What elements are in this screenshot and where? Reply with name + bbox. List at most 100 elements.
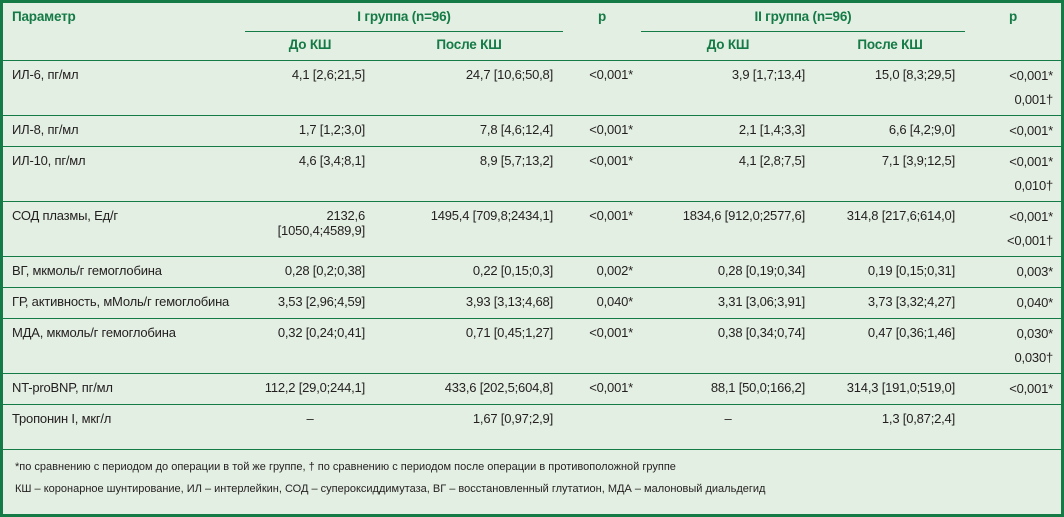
g2-after-cell: 314,8 [217,6;614,0] bbox=[815, 201, 965, 257]
g1-before-cell: 2132,6 [1050,4;4589,9] bbox=[245, 201, 375, 257]
p2-value: <0,001* bbox=[1009, 381, 1053, 396]
p1-cell bbox=[563, 404, 641, 435]
g2-before-cell: 1834,6 [912,0;2577,6] bbox=[641, 201, 815, 257]
g1-after-cell: 0,22 [0,15;0,3] bbox=[375, 256, 563, 288]
table-row: Тропонин I, мкг/л –1,67 [0,97;2,9] –1,3 [0… bbox=[3, 404, 1061, 435]
p2-value: 0,030† bbox=[1014, 350, 1053, 365]
g2-after-cell: 15,0 [8,3;29,5] bbox=[815, 60, 965, 116]
g1-after-cell: 433,6 [202,5;604,8] bbox=[375, 373, 563, 405]
p2-value: 0,010† bbox=[1014, 178, 1053, 193]
g2-before-cell: 2,1 [1,4;3,3] bbox=[641, 115, 815, 147]
g2-after-cell: 6,6 [4,2;9,0] bbox=[815, 115, 965, 147]
g2-before-cell: 0,38 [0,34;0,74] bbox=[641, 318, 815, 374]
p2-cell: 0,030* 0,030† bbox=[965, 318, 1061, 374]
g2-after-cell: 314,3 [191,0;519,0] bbox=[815, 373, 965, 405]
p2-cell: 0,003* bbox=[965, 256, 1061, 288]
p2-value: 0,040* bbox=[1016, 295, 1054, 310]
param-cell: СОД плазмы, Ед/г bbox=[3, 201, 245, 257]
table-row: СОД плазмы, Ед/г 2132,6 [1050,4;4589,9] 14… bbox=[3, 201, 1061, 257]
p2-value: <0,001* bbox=[1009, 123, 1053, 138]
table-row: ВГ, мкмоль/г гемоглобина 0,28 [0,2;0,38] 0… bbox=[3, 256, 1061, 288]
p2-cell: <0,001* 0,001† bbox=[965, 60, 1061, 116]
param-cell: ИЛ-6, пг/мл bbox=[3, 60, 245, 116]
footnotes: *по сравнению с периодом до операции в т… bbox=[15, 456, 765, 500]
g1-before-cell: 0,32 [0,24;0,41] bbox=[245, 318, 375, 374]
g1-after-cell: 0,71 [0,45;1,27] bbox=[375, 318, 563, 374]
param-cell: ВГ, мкмоль/г гемоглобина bbox=[3, 256, 245, 288]
g1-after-cell: 7,8 [4,6;12,4] bbox=[375, 115, 563, 147]
g2-after-cell: 3,73 [3,32;4,27] bbox=[815, 287, 965, 319]
g2-after-cell: 0,47 [0,36;1,46] bbox=[815, 318, 965, 374]
p2-value: <0,001* bbox=[1009, 209, 1053, 224]
p2-value: <0,001† bbox=[1007, 233, 1053, 248]
p2-value: <0,001* bbox=[1009, 68, 1053, 83]
table-row: ГР, активность, мМоль/г гемоглобина 3,53 … bbox=[3, 287, 1061, 319]
g2-after-cell: 7,1 [3,9;12,5] bbox=[815, 146, 965, 202]
p1-cell: <0,001* bbox=[563, 201, 641, 257]
g2-after-cell: 0,19 [0,15;0,31] bbox=[815, 256, 965, 288]
group2-header: II группа (n=96) bbox=[641, 3, 965, 32]
g1-before-cell: 3,53 [2,96;4,59] bbox=[245, 287, 375, 319]
p1-cell: <0,001* bbox=[563, 318, 641, 374]
p2-value: <0,001* bbox=[1009, 154, 1053, 169]
footnote-line-1: *по сравнению с периодом до операции в т… bbox=[15, 461, 676, 473]
param-cell: ИЛ-10, пг/мл bbox=[3, 146, 245, 202]
p2-cell: <0,001* <0,001† bbox=[965, 201, 1061, 257]
g1-before-cell: 4,1 [2,6;21,5] bbox=[245, 60, 375, 116]
g2-before-header: До КШ bbox=[706, 37, 750, 52]
p2-cell: <0,001* 0,010† bbox=[965, 146, 1061, 202]
g2-before-cell: 4,1 [2,8;7,5] bbox=[641, 146, 815, 202]
param-header: Параметр bbox=[12, 9, 76, 24]
p2-value bbox=[965, 411, 1053, 435]
g2-before-cell: 88,1 [50,0;166,2] bbox=[641, 373, 815, 405]
table-row: NT-proBNP, пг/мл 112,2 [29,0;244,1] 433,6 … bbox=[3, 373, 1061, 405]
param-cell: ИЛ-8, пг/мл bbox=[3, 115, 245, 147]
param-cell: Тропонин I, мкг/л bbox=[3, 404, 245, 435]
g2-before-cell: 3,9 [1,7;13,4] bbox=[641, 60, 815, 116]
subheader-row: До КШ После КШ До КШ После КШ bbox=[3, 32, 1061, 61]
group1-header: I группа (n=96) bbox=[245, 3, 563, 32]
g2-after-header: После КШ bbox=[857, 37, 923, 52]
g1-before-header: До КШ bbox=[288, 37, 332, 52]
g2-before-cell: – bbox=[641, 404, 815, 435]
g1-after-header: После КШ bbox=[436, 37, 502, 52]
g1-before-cell: 112,2 [29,0;244,1] bbox=[245, 373, 375, 405]
p2-header: p bbox=[1008, 9, 1018, 24]
g2-before-cell: 3,31 [3,06;3,91] bbox=[641, 287, 815, 319]
p2-cell bbox=[965, 404, 1061, 435]
p1-cell: 0,040* bbox=[563, 287, 641, 319]
p1-header: p bbox=[597, 9, 607, 24]
g1-after-cell: 1,67 [0,97;2,9] bbox=[375, 404, 563, 435]
p1-cell: <0,001* bbox=[563, 60, 641, 116]
g1-before-cell: 4,6 [3,4;8,1] bbox=[245, 146, 375, 202]
g1-before-cell: – bbox=[245, 404, 375, 435]
p1-cell: 0,002* bbox=[563, 256, 641, 288]
g1-after-cell: 1495,4 [709,8;2434,1] bbox=[375, 201, 563, 257]
table-row: ИЛ-10, пг/мл 4,6 [3,4;8,1] 8,9 [5,7;13,2] <… bbox=[3, 146, 1061, 202]
p2-value: 0,003* bbox=[1016, 264, 1054, 279]
g1-after-cell: 24,7 [10,6;50,8] bbox=[375, 60, 563, 116]
p2-cell: <0,001* bbox=[965, 115, 1061, 147]
header-row: Параметр I группа (n=96) p II группа (n=… bbox=[3, 3, 1061, 32]
table-row: ИЛ-6, пг/мл 4,1 [2,6;21,5] 24,7 [10,6;50,8… bbox=[3, 60, 1061, 116]
p2-cell: <0,001* bbox=[965, 373, 1061, 405]
footnote-divider bbox=[3, 449, 1061, 450]
table-row: ИЛ-8, пг/мл 1,7 [1,2;3,0] 7,8 [4,6;12,4] <0… bbox=[3, 115, 1061, 147]
p1-cell: <0,001* bbox=[563, 115, 641, 147]
p1-cell: <0,001* bbox=[563, 146, 641, 202]
g1-before-cell: 0,28 [0,2;0,38] bbox=[245, 256, 375, 288]
g1-before-cell: 1,7 [1,2;3,0] bbox=[245, 115, 375, 147]
g1-after-cell: 3,93 [3,13;4,68] bbox=[375, 287, 563, 319]
param-cell: NT-proBNP, пг/мл bbox=[3, 373, 245, 405]
table-body: ИЛ-6, пг/мл 4,1 [2,6;21,5] 24,7 [10,6;50,8… bbox=[3, 60, 1061, 435]
p1-cell: <0,001* bbox=[563, 373, 641, 405]
p2-cell: 0,040* bbox=[965, 287, 1061, 319]
footnote-line-2: КШ – коронарное шунтирование, ИЛ – интер… bbox=[15, 483, 766, 495]
data-table: Параметр I группа (n=96) p II группа (n=… bbox=[3, 3, 1061, 435]
g1-after-cell: 8,9 [5,7;13,2] bbox=[375, 146, 563, 202]
table-row: МДА, мкмоль/г гемоглобина 0,32 [0,24;0,41… bbox=[3, 318, 1061, 374]
g2-before-cell: 0,28 [0,19;0,34] bbox=[641, 256, 815, 288]
p2-value: 0,030* bbox=[1016, 326, 1054, 341]
g2-after-cell: 1,3 [0,87;2,4] bbox=[815, 404, 965, 435]
